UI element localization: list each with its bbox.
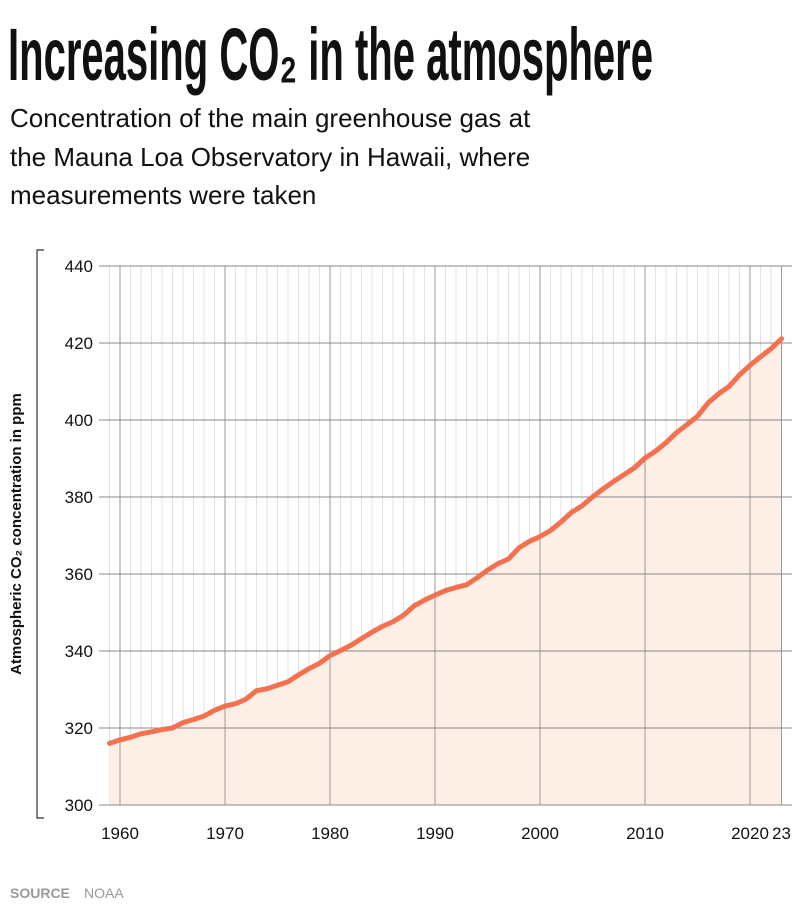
y-tick-label: 440	[65, 257, 93, 276]
y-tick-label: 360	[65, 565, 93, 584]
x-tick-label: 1980	[311, 824, 349, 843]
y-tick-label: 320	[65, 719, 93, 738]
x-tick-label: 2010	[626, 824, 664, 843]
line	[107, 336, 784, 746]
x-tick-label: 1960	[101, 824, 139, 843]
area	[109, 338, 782, 805]
axis-bracket	[36, 249, 44, 819]
plot: 300 320 340 360 380 400 420 440 1960 1970 1980 1990…	[65, 257, 792, 843]
x-tick-label: 23	[772, 824, 791, 843]
y-tick-label: 400	[65, 411, 93, 430]
x-tick-label: 1990	[416, 824, 454, 843]
subtitle: the Mauna Loa Observatory in Hawaii, whe…	[10, 142, 530, 172]
y-tick-label: 380	[65, 488, 93, 507]
x-tick-label: 2020	[731, 824, 769, 843]
y-tick-label: 420	[65, 334, 93, 353]
y-axis-label: Atmospheric CO₂ concentration in ppm	[8, 393, 25, 675]
x-tick-label: 1970	[206, 824, 244, 843]
subtitle: Concentration of the main greenhouse gas…	[10, 103, 531, 133]
y-tick-label: 300	[65, 796, 93, 815]
y-tick-label: 340	[65, 642, 93, 661]
source-label: SOURCE	[10, 885, 70, 901]
x-tick-label: 2000	[521, 824, 559, 843]
chart-title: Increasing CO₂ in the atmosphere	[8, 13, 653, 96]
source: NOAA	[84, 885, 124, 901]
subtitle: measurements were taken	[10, 180, 316, 210]
